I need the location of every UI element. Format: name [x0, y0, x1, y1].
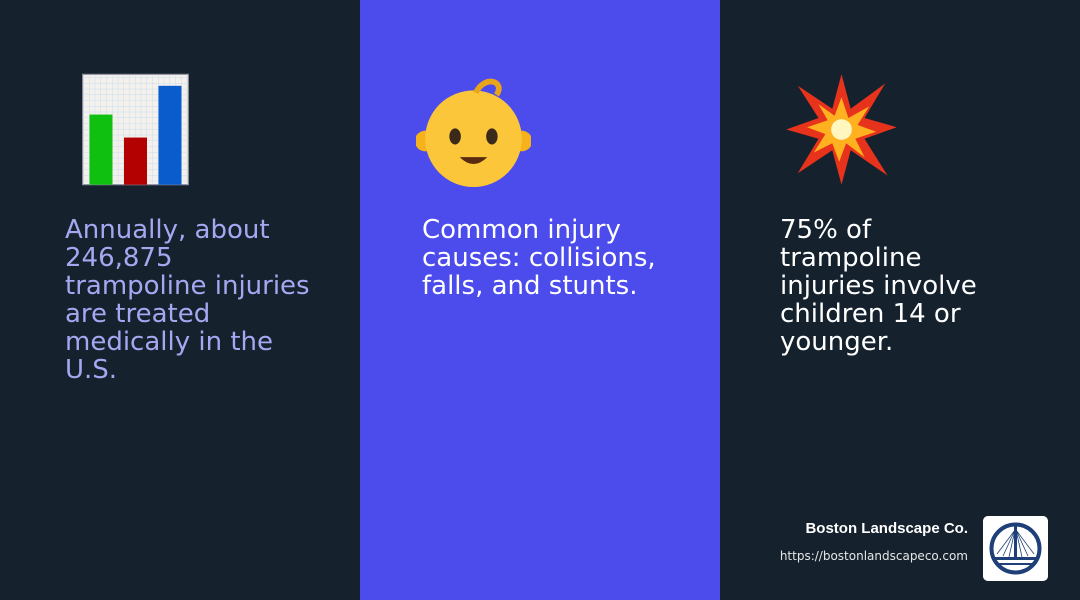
stat-text-2: Common injury causes: collisions, falls,…: [422, 215, 656, 301]
brand-url[interactable]: https://bostonlandscapeco.com: [779, 549, 968, 563]
brand-name: Boston Landscape Co.: [805, 520, 968, 537]
stat-panel-1: Annually, about 246,875 trampoline injur…: [0, 0, 360, 600]
brand-block: Boston Landscape Co. https://bostonlands…: [780, 520, 968, 563]
bar-chart-icon: [82, 73, 189, 186]
stat-text-3: 75% of trampoline injuries involve child…: [780, 215, 977, 357]
stat-panel-3: 75% of trampoline injuries involve child…: [720, 0, 1080, 600]
baby-icon: [416, 78, 531, 187]
stat-panel-2: Common injury causes: collisions, falls,…: [360, 0, 720, 600]
stat-text-1: Annually, about 246,875 trampoline injur…: [65, 215, 310, 385]
collision-icon: [786, 74, 897, 185]
company-logo-icon: [983, 516, 1048, 581]
